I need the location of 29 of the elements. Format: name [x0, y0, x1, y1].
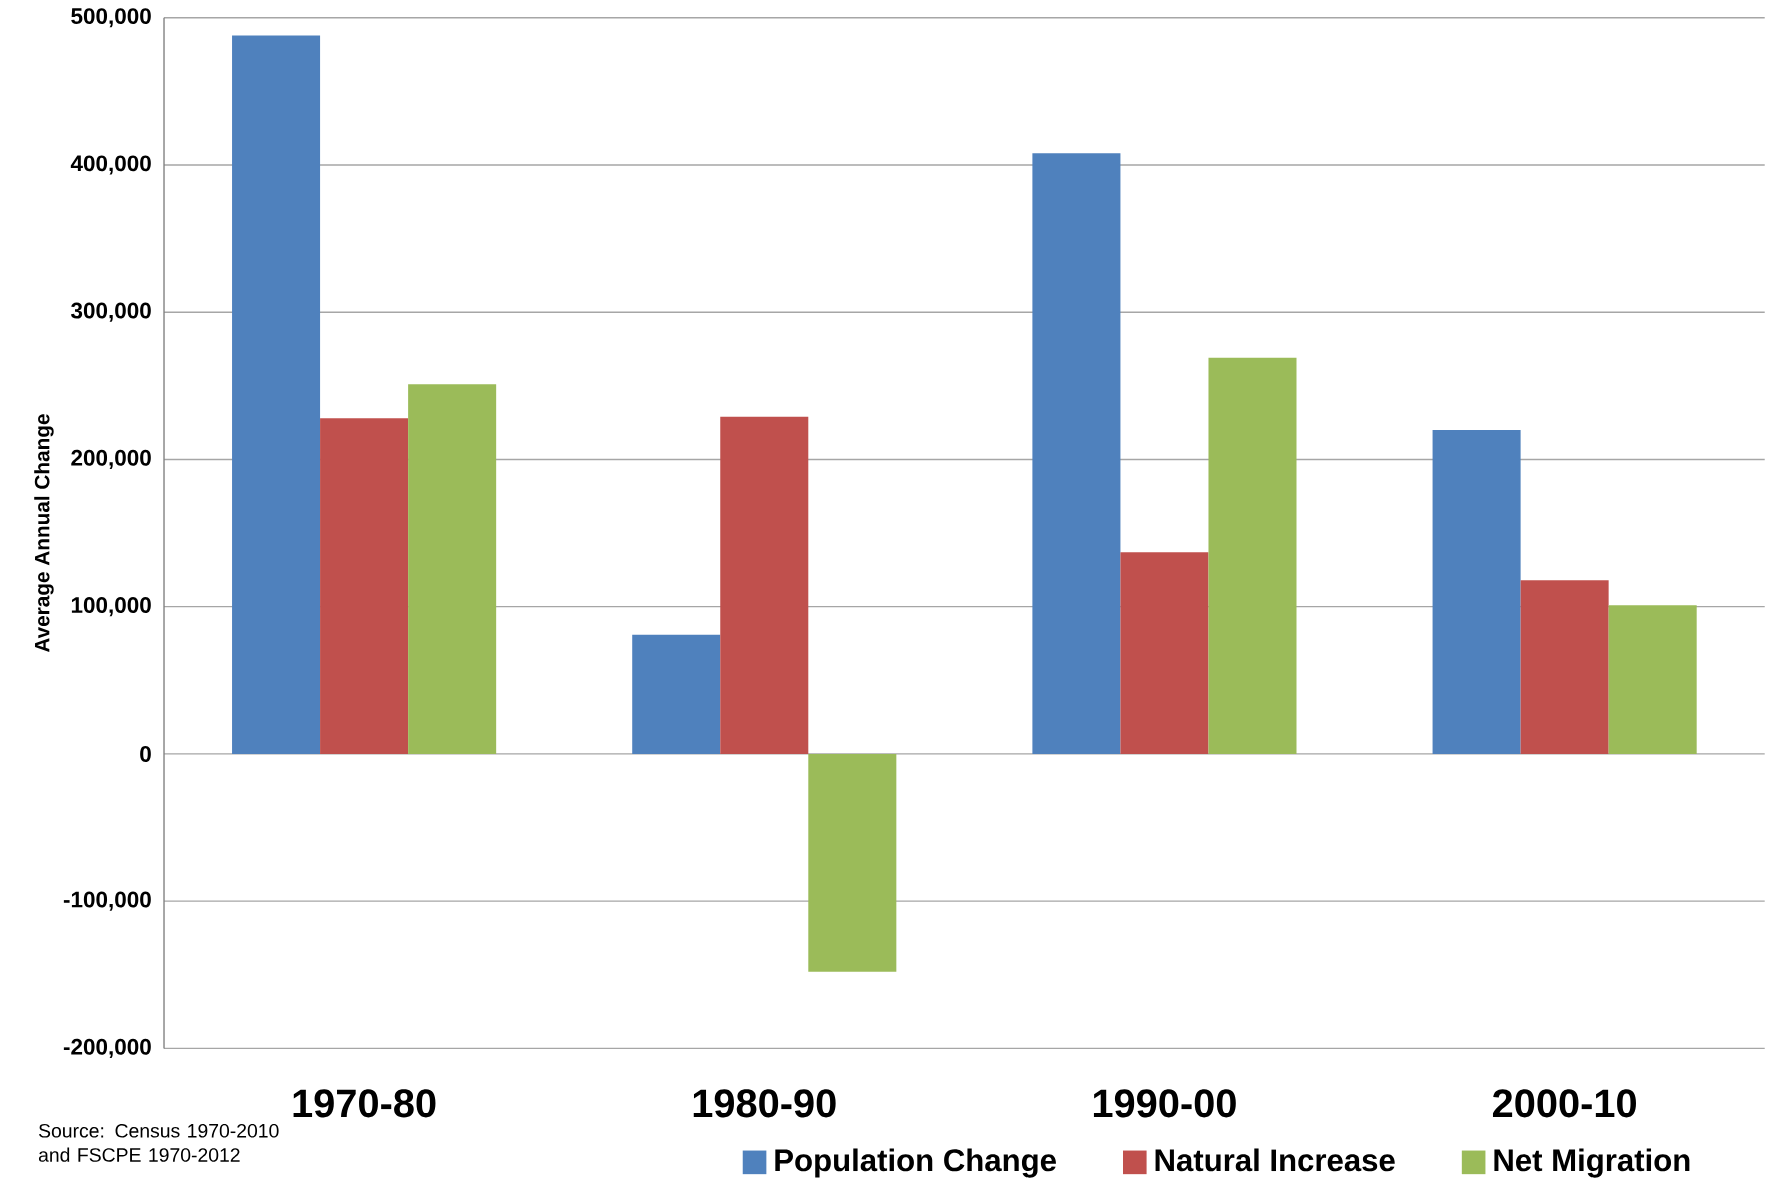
y-tick-label: -100,000	[63, 891, 151, 911]
bar	[808, 753, 897, 972]
y-axis-title: Average Annual Change	[34, 414, 54, 653]
x-tick-label: 1990-00	[1093, 1089, 1236, 1118]
x-tick-label: 1980-90	[693, 1089, 836, 1118]
legend-label: Net Migration	[1494, 1148, 1690, 1178]
bar	[632, 634, 721, 754]
bar	[1120, 552, 1209, 754]
y-tick-label: 400,000	[70, 155, 151, 175]
bar	[408, 384, 497, 754]
bar	[1032, 153, 1121, 754]
y-tick-label: 500,000	[71, 8, 151, 28]
bar	[720, 416, 809, 754]
y-tick-label: -200,000	[63, 1038, 151, 1058]
bar	[320, 418, 409, 754]
source-note: Source: Census 1970-2010 and FSCPE 1970-2012	[38, 1123, 279, 1162]
x-tick-label: 1970-80	[293, 1089, 436, 1118]
bar	[1208, 357, 1297, 754]
y-tick-label: 0	[140, 745, 151, 762]
bar	[1520, 580, 1609, 754]
y-tick-label: 300,000	[71, 302, 151, 322]
legend-label: Natural Increase	[1155, 1148, 1395, 1172]
y-tick-label: 100,000	[71, 597, 151, 617]
x-tick-label: 2000-10	[1492, 1089, 1636, 1118]
bar	[232, 35, 321, 754]
bar	[1608, 605, 1697, 754]
legend-label: Population Change	[775, 1148, 1056, 1178]
bar	[1432, 429, 1521, 754]
y-tick-label: 200,000	[71, 449, 151, 469]
